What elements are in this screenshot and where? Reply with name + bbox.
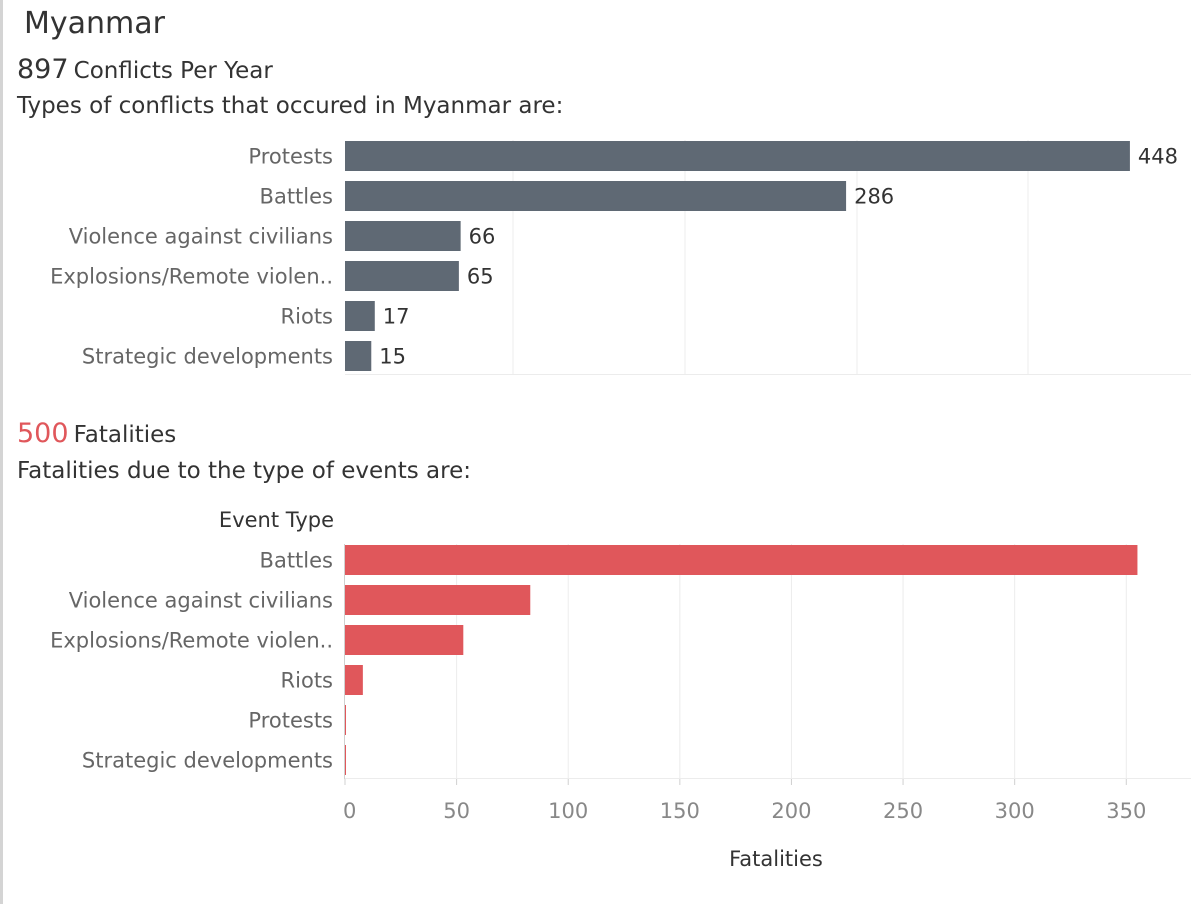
bar xyxy=(345,261,459,291)
country-title: Myanmar xyxy=(24,6,165,41)
tick-label: 100 xyxy=(548,799,588,823)
category-label: Riots xyxy=(281,305,333,329)
tick-label: 250 xyxy=(883,799,923,823)
tick-label: 350 xyxy=(1106,799,1146,823)
category-label: Battles xyxy=(260,185,333,209)
left-border xyxy=(0,0,3,904)
data-label: 65 xyxy=(467,265,494,289)
tick-label: 300 xyxy=(995,799,1035,823)
bar xyxy=(345,181,847,211)
data-label: 66 xyxy=(469,225,496,249)
data-label: 15 xyxy=(379,345,406,369)
conflicts-label: Conflicts Per Year xyxy=(73,58,273,84)
bar xyxy=(345,301,375,331)
category-label: Battles xyxy=(260,549,333,573)
bar xyxy=(345,341,372,371)
fatalities-stat: 500 Fatalities xyxy=(17,418,176,449)
x-axis-title: Fatalities xyxy=(729,847,823,871)
event-type-axis-title: Event Type xyxy=(218,508,334,532)
data-label: 17 xyxy=(383,305,410,329)
bar xyxy=(345,221,461,251)
tick-label: 150 xyxy=(660,799,700,823)
bar xyxy=(345,141,1130,171)
category-label: Riots xyxy=(281,669,333,693)
tick-label: 50 xyxy=(443,799,470,823)
tick-label: 0 xyxy=(343,799,356,823)
bar xyxy=(345,585,531,615)
data-label: 286 xyxy=(854,185,894,209)
bar xyxy=(345,745,346,775)
tick-label: 200 xyxy=(771,799,811,823)
bar xyxy=(345,665,363,695)
data-label: 448 xyxy=(1138,145,1178,169)
bar xyxy=(345,545,1138,575)
bar xyxy=(345,625,464,655)
category-label: Explosions/Remote violen.. xyxy=(50,265,333,289)
category-label: Protests xyxy=(248,145,333,169)
conflicts-stat: 897 Conflicts Per Year xyxy=(17,54,273,85)
fatalities-label: Fatalities xyxy=(73,422,177,448)
conflicts-count: 897 xyxy=(17,54,69,85)
category-label: Protests xyxy=(248,709,333,733)
category-label: Strategic developments xyxy=(82,749,333,773)
fatalities-count: 500 xyxy=(17,418,69,449)
category-label: Explosions/Remote violen.. xyxy=(50,629,333,653)
category-label: Violence against civilians xyxy=(69,225,333,249)
bar xyxy=(345,705,346,735)
category-label: Violence against civilians xyxy=(69,589,333,613)
fatalities-title: Fatalities due to the type of events are… xyxy=(17,458,471,484)
category-label: Strategic developments xyxy=(82,345,333,369)
conflict-types-title: Types of conflicts that occured in Myanm… xyxy=(17,93,564,119)
